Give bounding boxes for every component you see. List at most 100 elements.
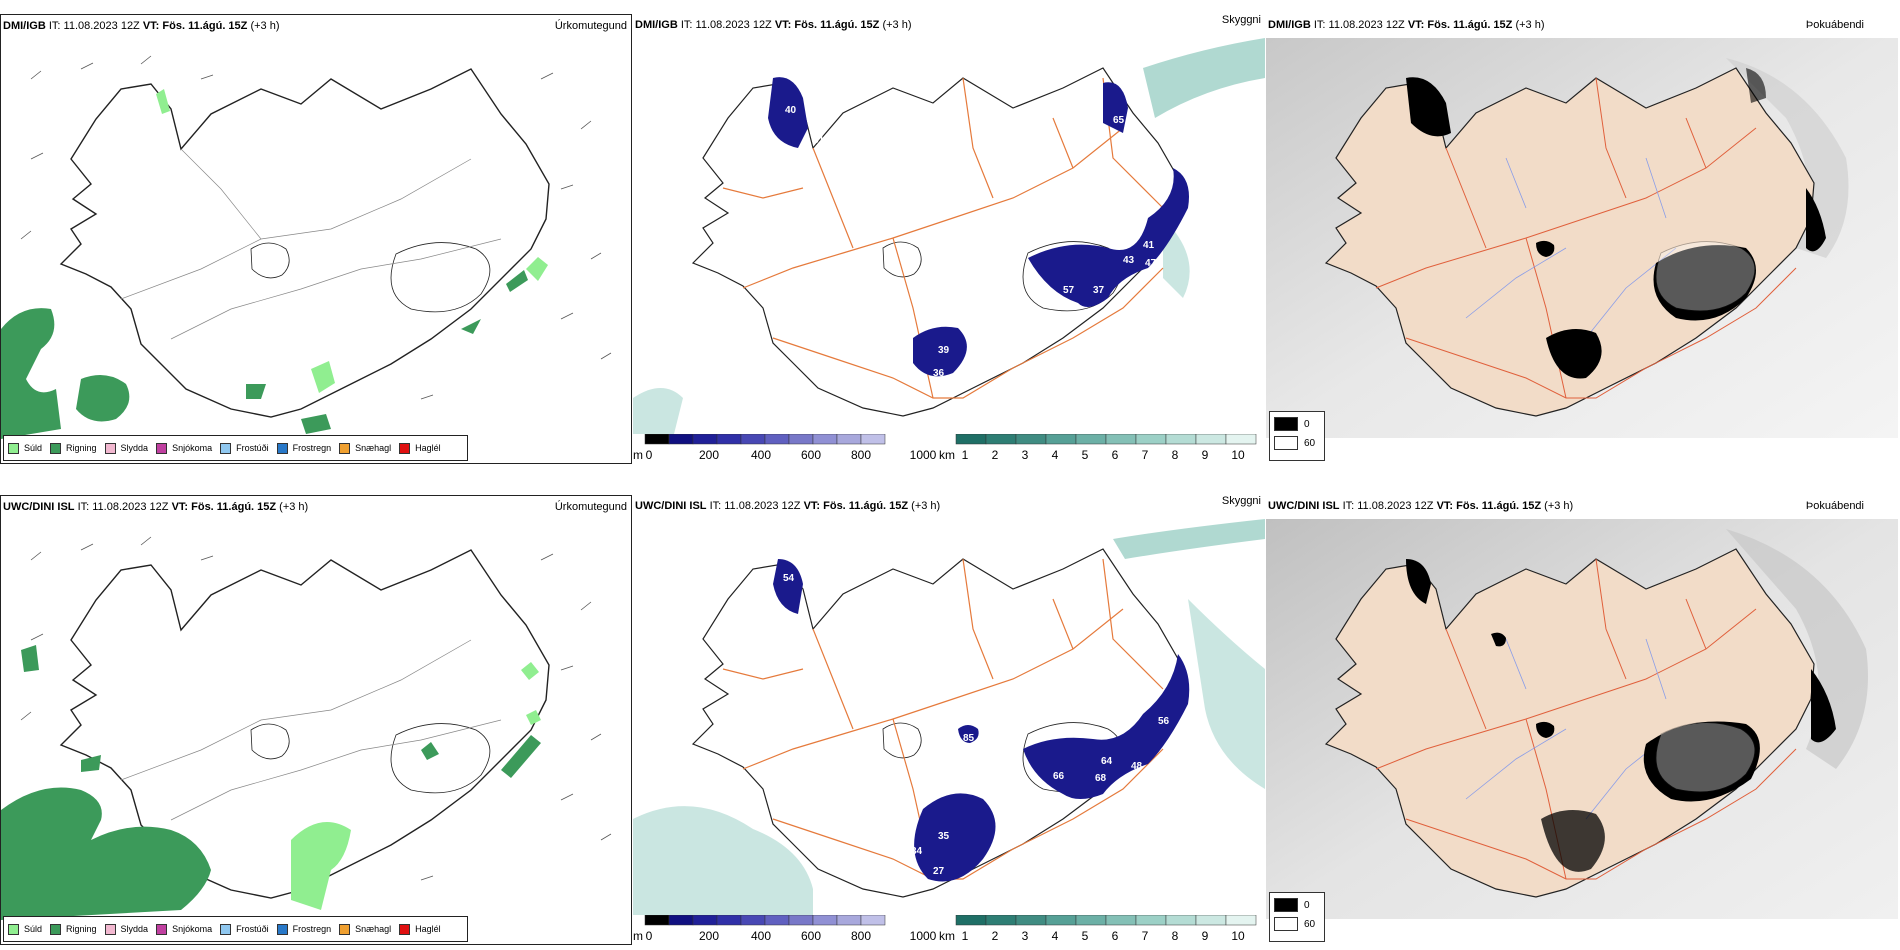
km-swatches [955, 915, 1257, 926]
colorbar-unit-km: km [939, 929, 955, 943]
panel-header: DMI/IGB IT: 11.08.2023 12Z VT: Fös. 11.á… [1268, 19, 1545, 31]
km-swatches [955, 434, 1257, 445]
colorbar-tick: 400 [750, 448, 772, 462]
panel-type-title: Skyggni [1221, 495, 1261, 507]
panel-type-title: Þokuábendi [1805, 500, 1864, 512]
fog-legend-item: 60 [1274, 917, 1324, 931]
colorbar-tick: 5 [1081, 448, 1089, 462]
colorbar-tick: 800 [850, 448, 872, 462]
panel-type-title: Skyggni [1221, 14, 1261, 26]
legend-swatch [276, 442, 288, 454]
precip-map [1, 55, 612, 439]
fog-legend: 0 60 [1269, 892, 1325, 942]
colorbar-tick: 7 [1141, 448, 1149, 462]
legend-swatch [50, 923, 62, 935]
fog-swatch [1274, 898, 1298, 912]
panel-type-title: Úrkomutegund [554, 501, 627, 513]
precip-legend: Súld Rigning Slydda Snjókoma Frostúði Fr… [3, 435, 468, 461]
cloud-value-label: 66 [1053, 771, 1065, 782]
fog-map [1266, 38, 1898, 438]
legend-item: Snjókoma [156, 442, 212, 454]
panel-header: UWC/DINI ISL IT: 11.08.2023 12Z VT: Fös.… [1268, 500, 1574, 512]
fog-map [1266, 519, 1898, 919]
cloud-value-label: 35 [1058, 799, 1070, 810]
legend-item: Snæhagl [339, 442, 391, 454]
colorbar-unit-m: m [633, 929, 643, 943]
cloud-value-label: 43 [1123, 255, 1135, 266]
colorbar-tick: 200 [698, 448, 720, 462]
cloud-value-label: 68 [1095, 773, 1107, 784]
cloud-value-label: 48 [1131, 761, 1143, 772]
cloud-value-label: 57 [1063, 285, 1075, 296]
colorbar-tick: 0 [645, 448, 653, 462]
cloud-panel-2: UWC/DINI ISL IT: 11.08.2023 12Z VT: Fös.… [633, 495, 1265, 945]
colorbar-tick: 6 [1111, 929, 1119, 943]
cloud-value-label: 65 [1113, 115, 1125, 126]
colorbar-tick: 10 [1231, 929, 1245, 943]
colorbar-tick: 6 [1111, 448, 1119, 462]
colorbar-tick: 5 [1081, 929, 1089, 943]
colorbar-tick: 3 [1021, 929, 1029, 943]
cloud-value-label: 39 [1061, 315, 1073, 326]
cloud-value-label: 27 [933, 866, 945, 877]
cloud-value-label: 54 [783, 573, 795, 584]
panel-header: DMI/IGB IT: 11.08.2023 12Z VT: Fös. 11.á… [635, 19, 912, 31]
legend-swatch [156, 923, 168, 935]
cloud-value-label: 34 [911, 846, 923, 857]
legend-item: Haglél [399, 923, 441, 935]
colorbar-tick: 10 [1231, 448, 1245, 462]
colorbar-tick: 800 [850, 929, 872, 943]
cloud-value-label: 64 [1101, 756, 1113, 767]
colorbar-tick: 2 [991, 929, 999, 943]
cloud-value-label: 41 [1143, 240, 1155, 251]
legend-item: Rigning [50, 923, 97, 935]
cloud-value-label: 39 [938, 345, 950, 356]
colorbar-tick: 1000 [909, 448, 937, 462]
colorbar-tick: 0 [645, 929, 653, 943]
fog-legend-item: 0 [1274, 417, 1324, 431]
legend-item: Snjókoma [156, 923, 212, 935]
legend-swatch [104, 923, 116, 935]
legend-item: Slydda [104, 442, 148, 454]
legend-item: Rigning [50, 442, 97, 454]
precip-panel-1: DMI/IGB IT: 11.08.2023 12Z VT: Fös. 11.á… [0, 14, 632, 464]
colorbar-unit-m: m [633, 448, 643, 462]
colorbar-tick: 400 [750, 929, 772, 943]
legend-swatch [50, 442, 62, 454]
legend-swatch [399, 923, 411, 935]
legend-item: Slydda [104, 923, 148, 935]
cloud-value-label: 56 [1158, 716, 1170, 727]
panel-type-title: Úrkomutegund [554, 20, 627, 32]
panel-type-title: Þokuábendi [1805, 19, 1864, 31]
legend-swatch [8, 923, 19, 935]
colorbar-tick: 3 [1021, 448, 1029, 462]
colorbar-tick: 4 [1051, 448, 1059, 462]
cloud-value-label: 35 [938, 831, 950, 842]
legend-swatch [276, 923, 288, 935]
colorbar-tick: 1 [961, 929, 969, 943]
m-swatches [644, 915, 886, 926]
cloud-value-label: 85 [963, 733, 975, 744]
legend-item: Frostúði [220, 923, 269, 935]
fog-swatch [1274, 417, 1298, 431]
legend-swatch [339, 923, 351, 935]
legend-swatch [156, 442, 168, 454]
fog-swatch [1274, 436, 1298, 450]
colorbar-tick: 1 [961, 448, 969, 462]
fog-panel-1: DMI/IGB IT: 11.08.2023 12Z VT: Fös. 11.á… [1266, 14, 1900, 464]
legend-swatch [339, 442, 351, 454]
precip-legend: Súld Rigning Slydda Snjókoma Frostúði Fr… [3, 916, 468, 942]
colorbar-unit-km: km [939, 448, 955, 462]
colorbar-tick: 1000 [909, 929, 937, 943]
legend-item: Haglél [399, 442, 441, 454]
legend-swatch [220, 923, 232, 935]
precip-map [1, 536, 612, 920]
legend-item: Súld [8, 442, 42, 454]
precip-panel-2: UWC/DINI ISL IT: 11.08.2023 12Z VT: Fös.… [0, 495, 632, 945]
m-swatches [644, 434, 886, 445]
cloud-map: 40 51 65 57 37 43 41 47 39 39 36 [633, 38, 1265, 438]
cloud-value-label: 37 [1093, 285, 1105, 296]
fog-swatch [1274, 917, 1298, 931]
legend-item: Snæhagl [339, 923, 391, 935]
cloud-colorbar: m 0 200 400 600 800 1000 km 1 2 3 4 5 6 … [633, 915, 1265, 945]
